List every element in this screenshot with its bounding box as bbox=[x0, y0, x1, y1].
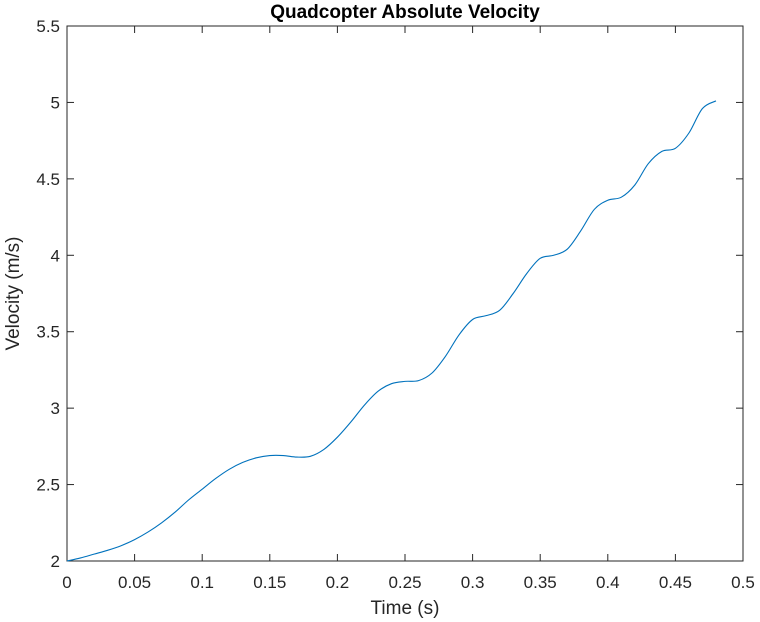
y-tick-label: 5.5 bbox=[36, 17, 60, 36]
x-tick-label: 0.3 bbox=[461, 573, 485, 592]
y-tick-label: 4.5 bbox=[36, 170, 60, 189]
plot-area-frame bbox=[66, 25, 744, 562]
x-tick-label: 0.45 bbox=[659, 573, 692, 592]
x-tick-label: 0.2 bbox=[326, 573, 350, 592]
y-tick-label: 4 bbox=[51, 246, 60, 265]
x-tick-label: 0.35 bbox=[524, 573, 557, 592]
series-line-velocity bbox=[66, 100, 717, 562]
y-axis-label: Velocity (m/s) bbox=[3, 236, 24, 350]
y-tick-label: 3.5 bbox=[36, 323, 60, 342]
y-tick-label: 5 bbox=[51, 93, 60, 112]
axes: 0 0.05 0.1 0.15 0.2 0.25 0.3 0.35 0.4 0.45 0.5 2 2.… bbox=[36, 17, 754, 592]
x-tick-label: 0.1 bbox=[190, 573, 214, 592]
x-tick-label: 0 bbox=[62, 573, 71, 592]
x-tick-label: 0.5 bbox=[731, 573, 755, 592]
y-tick-label: 2 bbox=[51, 552, 60, 571]
series-layer bbox=[66, 100, 717, 562]
x-tick-label: 0.15 bbox=[253, 573, 286, 592]
y-tick-label: 3 bbox=[51, 399, 60, 418]
x-tick-label: 0.4 bbox=[596, 573, 620, 592]
y-axis-ticks: 2 2.5 3 3.5 4 4.5 5 5.5 bbox=[36, 17, 743, 571]
x-tick-label: 0.05 bbox=[118, 573, 151, 592]
chart-title: Quadcopter Absolute Velocity bbox=[270, 2, 540, 23]
x-axis-ticks: 0 0.05 0.1 0.15 0.2 0.25 0.3 0.35 0.4 0.45 0.5 bbox=[62, 26, 755, 592]
x-axis-label: Time (s) bbox=[371, 598, 440, 619]
y-tick-label: 2.5 bbox=[36, 476, 60, 495]
x-tick-label: 0.25 bbox=[388, 573, 421, 592]
